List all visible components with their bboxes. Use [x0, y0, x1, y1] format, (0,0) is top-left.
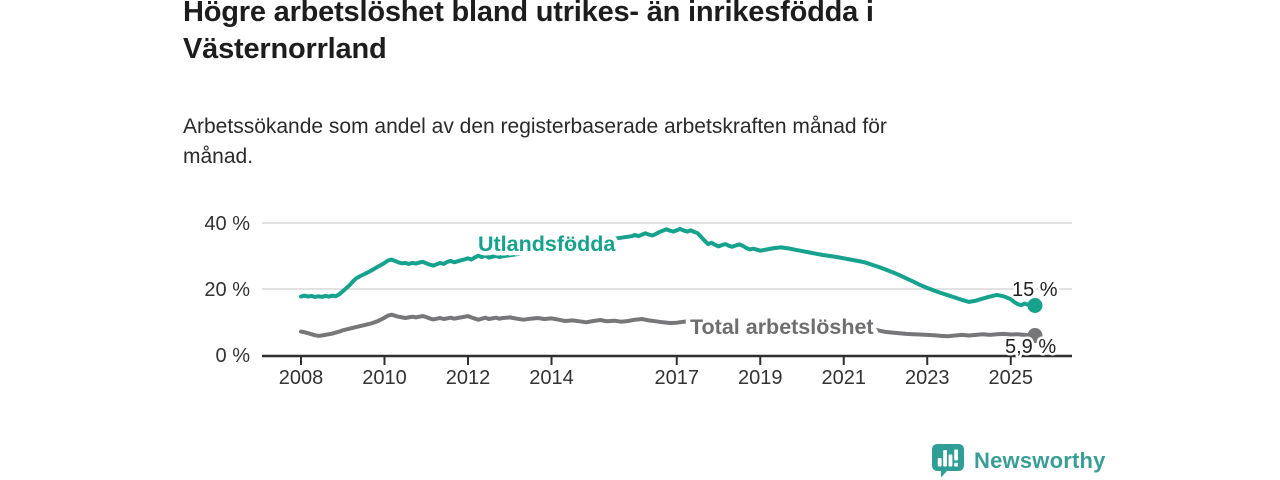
- x-tick-label: 2021: [822, 367, 867, 389]
- series-label-0: Utlandsfödda: [478, 232, 616, 256]
- page-title: Högre arbetslöshet bland utrikes- än inr…: [183, 0, 874, 65]
- newsworthy-bar-chart-bubble-icon: [932, 444, 964, 478]
- x-tick-label: 2014: [529, 367, 574, 389]
- series-end-label-1: 5,9 %: [1005, 336, 1056, 358]
- newsworthy-logo[interactable]: Newsworthy: [931, 443, 1106, 478]
- page-subtitle: Arbetssökande som andel av den registerb…: [183, 115, 887, 168]
- x-tick-label: 2017: [655, 367, 700, 389]
- x-tick-label: 2010: [362, 367, 407, 389]
- series-end-dot-1: [1027, 328, 1043, 344]
- x-tick-label: 2023: [905, 367, 950, 389]
- series-label-1: Total arbetslöshet: [690, 315, 874, 339]
- series-line-0: [299, 226, 1037, 308]
- series-line-1: [299, 312, 1037, 339]
- y-tick-label: 40 %: [204, 213, 250, 235]
- y-tick-label: 20 %: [204, 279, 250, 301]
- series-end-label-0: 15 %: [1012, 279, 1058, 301]
- y-tick-label: 0 %: [216, 345, 251, 367]
- x-tick-label: 2019: [738, 367, 783, 389]
- x-tick-label: 2025: [989, 367, 1034, 389]
- x-tick-label: 2008: [279, 367, 324, 389]
- x-tick-label: 2012: [446, 367, 491, 389]
- newsworthy-logo-text: Newsworthy: [974, 447, 1106, 473]
- series-end-dot-0: [1027, 298, 1043, 313]
